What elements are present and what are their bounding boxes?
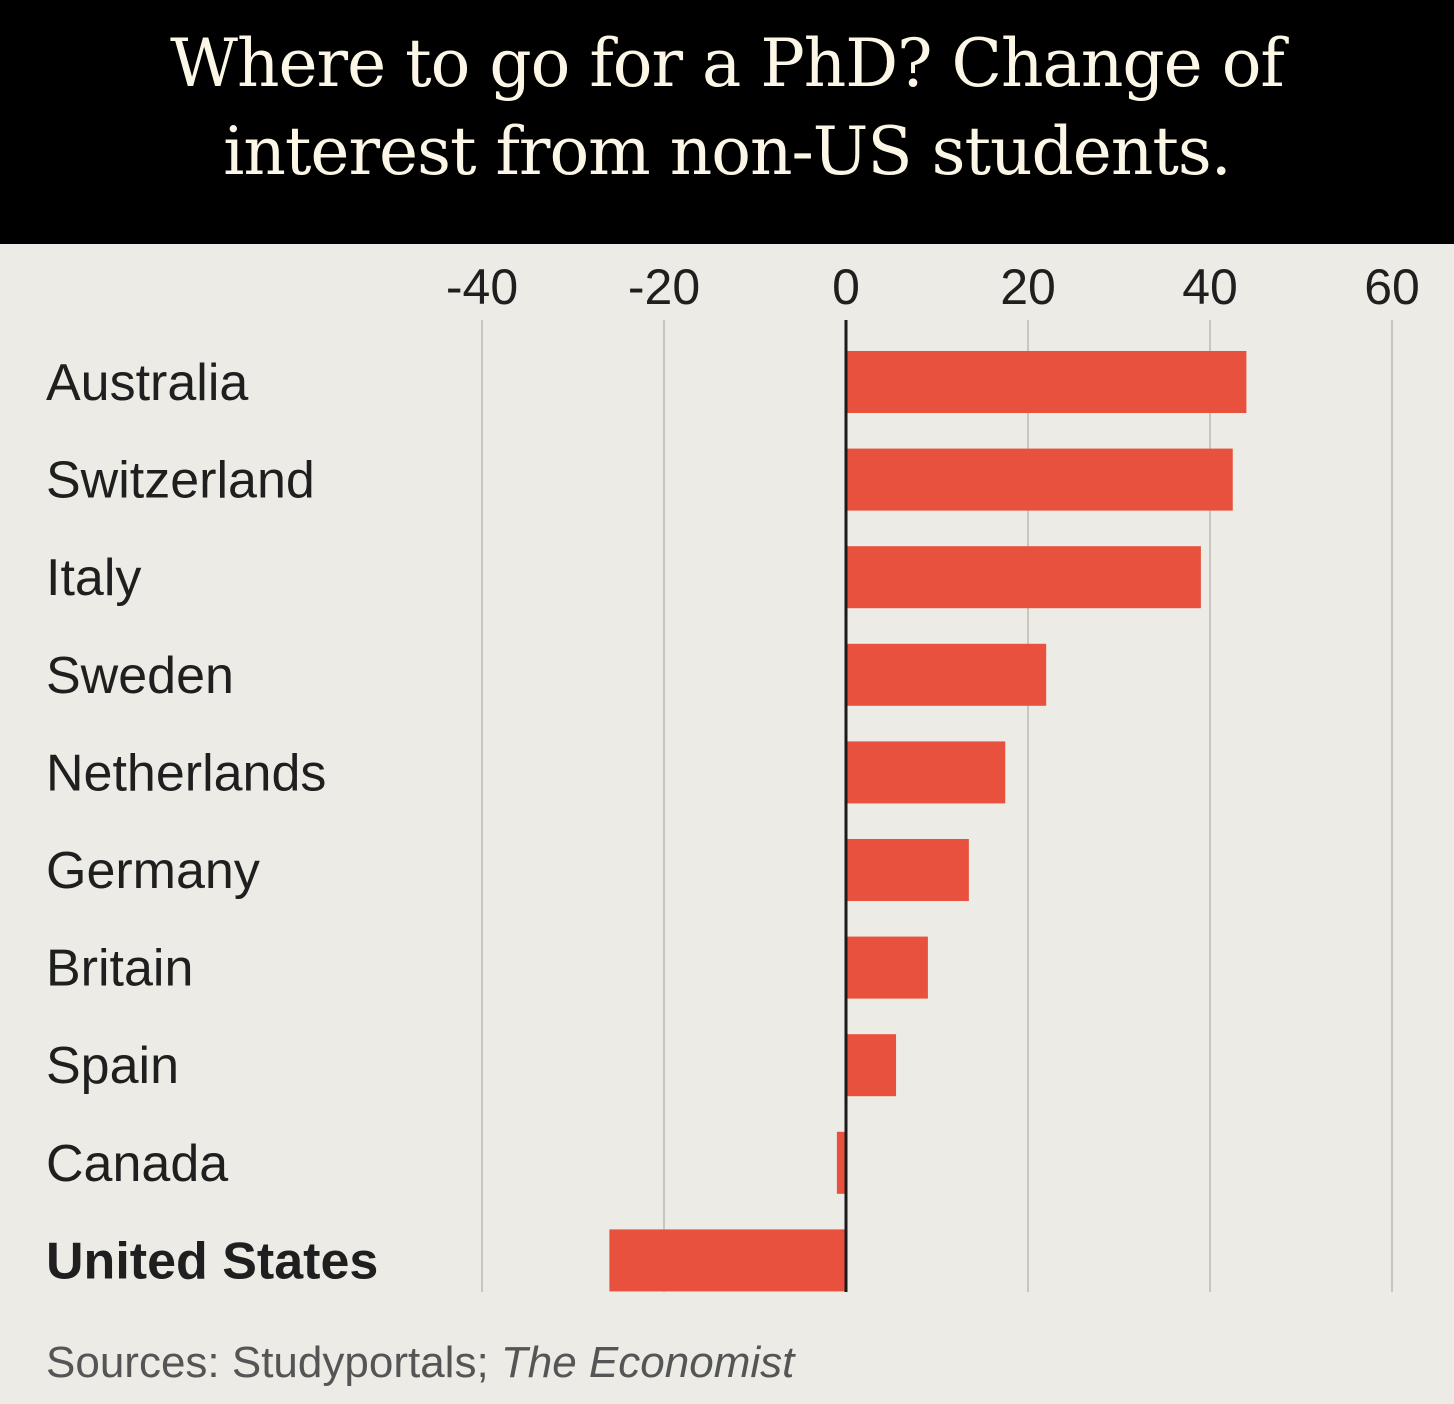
- bar-britain: [846, 936, 928, 999]
- bar-chart: -40 -20 0 20 40 60 Australia Switzerland Italy Sw…: [46, 259, 1420, 1292]
- category-label-united-states: United States: [46, 1232, 378, 1290]
- chart-title: Where to go for a PhD? Change of interes…: [0, 20, 1454, 196]
- x-tick-label-20: 20: [1000, 259, 1056, 315]
- chart-title-line-1: Where to go for a PhD? Change of: [170, 25, 1285, 102]
- x-tick-label-40: 40: [1182, 259, 1238, 315]
- bar-italy: [846, 546, 1201, 609]
- bar-australia: [846, 351, 1247, 413]
- category-label-spain: Spain: [46, 1037, 179, 1095]
- bar-switzerland: [846, 448, 1233, 511]
- x-tick-label-minus-20: -20: [628, 259, 700, 315]
- chart-source: Sources: Studyportals; The Economist: [46, 1338, 794, 1388]
- category-label-britain: Britain: [46, 940, 193, 998]
- category-label-australia: Australia: [46, 354, 248, 412]
- bar-germany: [846, 839, 969, 901]
- bar-netherlands: [846, 741, 1006, 804]
- category-label-germany: Germany: [46, 842, 260, 900]
- source-publication: The Economist: [500, 1338, 795, 1387]
- category-label-italy: Italy: [46, 549, 141, 607]
- title-banner: Where to go for a PhD? Change of interes…: [0, 0, 1454, 244]
- bar-sweden: [846, 643, 1047, 706]
- category-label-sweden: Sweden: [46, 647, 234, 705]
- source-prefix: Sources: Studyportals;: [46, 1338, 501, 1387]
- x-tick-label-minus-40: -40: [446, 259, 518, 315]
- category-label-canada: Canada: [46, 1135, 228, 1193]
- chart-title-line-2: interest from non-US students.: [223, 113, 1231, 190]
- category-label-netherlands: Netherlands: [46, 744, 326, 802]
- category-label-switzerland: Switzerland: [46, 452, 315, 510]
- bar-spain: [846, 1034, 897, 1097]
- x-tick-label-60: 60: [1364, 259, 1420, 315]
- bar-united-states: [609, 1229, 846, 1292]
- x-tick-label-0: 0: [832, 259, 860, 315]
- bar-canada: [836, 1131, 846, 1194]
